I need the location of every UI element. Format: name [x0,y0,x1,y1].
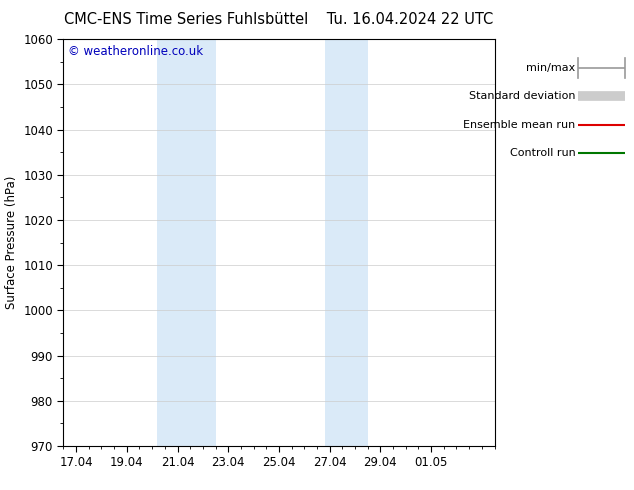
Text: CMC-ENS Time Series Fuhlsbüttel    Tu. 16.04.2024 22 UTC: CMC-ENS Time Series Fuhlsbüttel Tu. 16.0… [64,12,494,27]
Text: min/max: min/max [526,63,576,73]
Text: Ensemble mean run: Ensemble mean run [463,120,576,130]
Bar [325,39,368,446]
Text: Controll run: Controll run [510,148,576,158]
Text: © weatheronline.co.uk: © weatheronline.co.uk [68,45,203,58]
Y-axis label: Surface Pressure (hPa): Surface Pressure (hPa) [4,176,18,309]
Bar [157,39,216,446]
Text: Standard deviation: Standard deviation [469,91,576,101]
